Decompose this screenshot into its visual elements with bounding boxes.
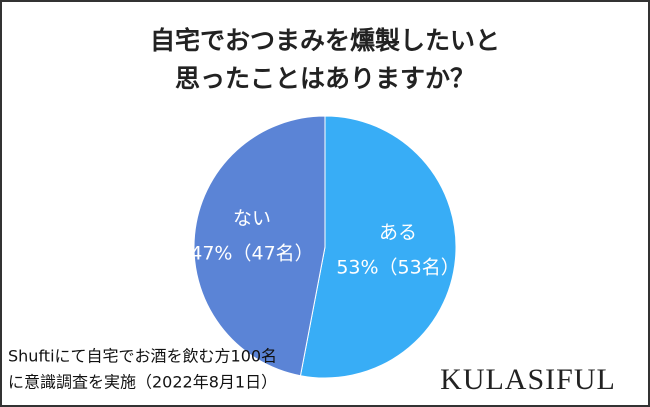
brand-logo: KULASIFUL <box>440 363 616 396</box>
pie: ある 53%（53名） ない 47%（47名） <box>190 115 460 379</box>
chart-title: 自宅でおつまみを燻製したいと <box>150 26 500 55</box>
slice-name: ある <box>379 221 417 243</box>
slice-name: ない <box>233 208 271 230</box>
slice-value-label: 47%（47名） <box>190 243 313 265</box>
footnote: Shuftiにて自宅でお酒を飲む方100名 <box>8 347 277 366</box>
pie-slice <box>299 115 457 379</box>
pie-slice <box>193 115 326 377</box>
slice-value-label: 53%（53名） <box>336 256 459 278</box>
chart-title: 思ったことはありますか？ <box>175 64 475 93</box>
footnote: に意識調査を実施（2022年8月1日） <box>8 373 277 392</box>
